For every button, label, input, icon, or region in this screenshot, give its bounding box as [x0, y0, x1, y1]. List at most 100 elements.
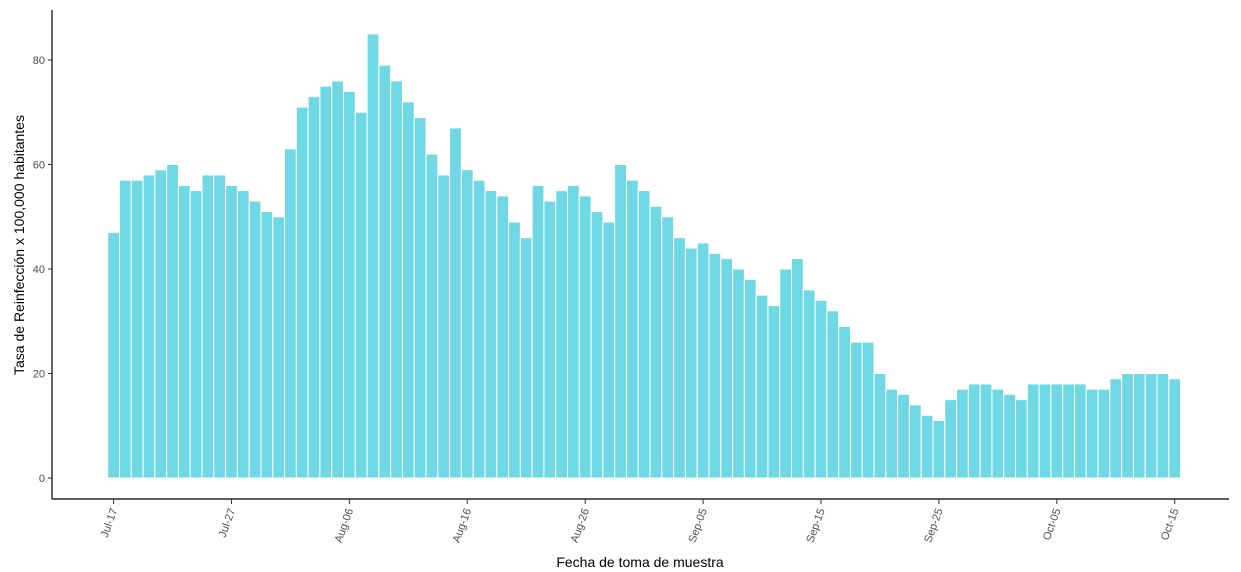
bar [673, 237, 686, 479]
bar [791, 258, 804, 479]
x-tick-label: Jul-17 [99, 507, 121, 539]
bar [248, 200, 262, 479]
bar [732, 268, 745, 479]
bar [484, 190, 498, 479]
bars-group [107, 33, 1182, 479]
bar [932, 420, 946, 479]
bar [1168, 378, 1182, 479]
x-tick-label: Oct-15 [1159, 507, 1182, 542]
bar [1121, 373, 1134, 479]
bar [614, 164, 627, 479]
bar [449, 127, 462, 479]
bar [331, 80, 345, 479]
bar [720, 258, 734, 479]
bar [873, 373, 887, 479]
y-tick-label: 0 [39, 473, 45, 485]
bar [602, 221, 616, 479]
bar [1085, 388, 1099, 479]
y-tick-label: 80 [33, 55, 45, 67]
y-tick-label: 20 [33, 369, 45, 381]
bar [130, 179, 144, 479]
bar [1097, 388, 1111, 479]
bar [166, 164, 179, 479]
bar [307, 96, 321, 479]
bar [1003, 393, 1017, 479]
bar [1038, 383, 1052, 479]
bar [413, 116, 427, 479]
bar [814, 299, 828, 479]
bar [696, 242, 710, 479]
x-tick-label: Oct-05 [1041, 507, 1064, 542]
bar [508, 221, 521, 479]
bar [142, 174, 156, 479]
bar [967, 383, 981, 479]
bar [496, 195, 510, 479]
bar [1144, 373, 1158, 479]
bar [897, 393, 910, 479]
bar [225, 184, 238, 479]
bar [944, 399, 958, 479]
bar [1109, 378, 1123, 479]
x-tick-label: Sep-25 [922, 507, 945, 544]
y-tick-label: 40 [33, 264, 45, 276]
bar [908, 404, 922, 479]
bar [649, 205, 663, 479]
bar [590, 211, 604, 479]
bar [991, 388, 1005, 479]
bar [1073, 383, 1087, 479]
bar [437, 174, 451, 479]
bar [1015, 399, 1028, 479]
bar [838, 325, 851, 479]
bar [1026, 383, 1040, 479]
bar [425, 153, 439, 479]
x-tick-label: Aug-06 [333, 507, 356, 544]
bar [1156, 373, 1170, 479]
bar [460, 169, 474, 479]
x-tick-label: Sep-15 [804, 507, 827, 544]
bar [189, 190, 203, 479]
bar [1132, 373, 1146, 479]
bar [555, 190, 569, 479]
y-axis-title: Tasa de Reinfección x 100,000 habitantes [11, 115, 27, 375]
bar [849, 341, 863, 479]
bar [1062, 383, 1075, 479]
bar [956, 388, 969, 479]
bar [708, 252, 722, 479]
x-axis-title: Fecha de toma de muestra [556, 554, 724, 570]
bar [236, 190, 250, 479]
bar [177, 184, 191, 479]
bar [343, 90, 356, 479]
bar [543, 200, 557, 479]
bar [295, 106, 309, 479]
bar [213, 174, 227, 479]
x-tick-label: Aug-26 [569, 507, 592, 544]
bar [284, 148, 297, 479]
bar [378, 64, 392, 479]
bar [755, 294, 769, 479]
bar [885, 388, 899, 479]
bar [743, 278, 757, 479]
bar [578, 195, 592, 479]
x-tick-label: Sep-05 [687, 507, 710, 544]
bar [826, 310, 840, 479]
bar [201, 174, 215, 479]
bar [531, 184, 545, 479]
bar [260, 211, 274, 479]
bar [920, 414, 934, 479]
bar [118, 179, 132, 479]
bar [767, 305, 781, 479]
bar [519, 237, 533, 479]
bar [390, 80, 403, 479]
bar [861, 341, 875, 479]
bar [637, 190, 651, 479]
y-axis-ticks: 0 20 40 60 80 [33, 55, 52, 485]
y-tick-label: 60 [33, 160, 45, 172]
x-axis-ticks: Jul-17 Jul-27 Aug-06 Aug-16 Aug-26 Sep-05 Sep-… [99, 499, 1182, 544]
bar [802, 289, 816, 479]
bar [625, 179, 639, 479]
x-tick-label: Aug-16 [451, 507, 474, 544]
bar [272, 216, 286, 479]
bar [401, 101, 415, 479]
x-tick-label: Jul-27 [217, 507, 239, 539]
